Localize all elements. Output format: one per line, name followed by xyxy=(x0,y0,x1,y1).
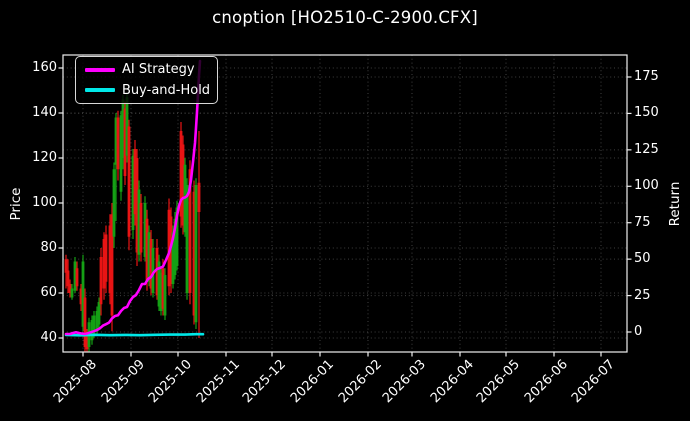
candle-body xyxy=(112,169,116,237)
return-tick-label: 125 xyxy=(634,141,659,157)
price-tick-label: 140 xyxy=(32,105,57,120)
candle-body xyxy=(147,232,151,282)
buy-and-hold-line-icon xyxy=(85,88,115,92)
candle-body xyxy=(157,261,161,307)
ai-strategy-legend-label: AI Strategy xyxy=(122,62,195,78)
candle-body xyxy=(139,203,143,253)
candle-body xyxy=(68,284,72,293)
candle-body xyxy=(197,182,201,212)
price-tick-label: 60 xyxy=(40,285,57,300)
candle-body xyxy=(104,234,108,282)
candle-body xyxy=(92,315,96,334)
candle-body xyxy=(127,126,131,237)
candle-body xyxy=(75,268,79,287)
candle-body xyxy=(135,158,139,253)
candle-body xyxy=(163,275,167,316)
candle-body xyxy=(194,185,198,323)
legend-row-ai-strategy: AI Strategy xyxy=(85,62,217,77)
candle-body xyxy=(97,302,101,325)
return-tick-label: 0 xyxy=(634,324,643,339)
candle-body xyxy=(99,257,103,305)
candle-body xyxy=(188,169,192,293)
candle-body xyxy=(114,117,118,165)
candle-body xyxy=(90,320,94,341)
candle-body xyxy=(119,115,123,192)
price-tick-label: 80 xyxy=(40,240,57,255)
candle-body xyxy=(159,272,163,311)
candle-body xyxy=(192,191,196,316)
candle-body xyxy=(151,248,155,293)
candle-body xyxy=(171,232,175,284)
price-tick-label: 120 xyxy=(32,150,57,165)
candle-body xyxy=(161,268,165,309)
candle-body xyxy=(123,108,127,176)
return-tick-label: 25 xyxy=(634,287,651,303)
candle-body xyxy=(81,261,85,327)
candle-body xyxy=(83,297,87,347)
chart-title: cnoption [HO2510-C-2900.CFX] xyxy=(212,8,478,27)
return-tick-label: 100 xyxy=(634,178,659,194)
return-tick-label: 150 xyxy=(634,105,659,121)
candle-body xyxy=(149,239,153,289)
return-tick-label: 175 xyxy=(634,69,659,84)
candle-body xyxy=(102,239,106,289)
candle-body xyxy=(66,270,70,287)
candle-body xyxy=(125,97,129,156)
candle-body xyxy=(85,333,89,350)
price-tick-label: 160 xyxy=(32,60,57,75)
return-tick-label: 75 xyxy=(634,214,651,230)
candle-body xyxy=(145,218,149,282)
candle-body xyxy=(133,149,137,215)
ai-strategy-line-icon xyxy=(85,68,115,72)
candle-body xyxy=(185,185,189,293)
candle-body xyxy=(108,225,112,293)
candle-body xyxy=(121,99,125,158)
candle-body xyxy=(167,209,171,287)
legend: AI Strategy Buy-and-Hold xyxy=(75,56,218,104)
price-tick-label: 100 xyxy=(32,195,57,210)
candle-body xyxy=(64,259,68,273)
return-tick-label: 50 xyxy=(634,251,651,267)
candle-body xyxy=(175,207,179,266)
candle-body xyxy=(181,144,185,226)
candle-body xyxy=(79,288,83,305)
buy-and-hold-line xyxy=(64,332,205,337)
candle-body xyxy=(173,218,177,275)
candle-body xyxy=(155,248,159,296)
candle-body xyxy=(73,261,77,291)
buy-and-hold-legend-label: Buy-and-Hold xyxy=(122,82,211,98)
price-tick-label: 40 xyxy=(40,330,57,345)
candle-body xyxy=(110,214,114,316)
ai-strategy-line xyxy=(64,59,202,336)
candle-body xyxy=(179,131,183,217)
candles-group xyxy=(64,92,201,352)
candle-body xyxy=(116,117,120,170)
legend-row-buy-and-hold: Buy-and-Hold xyxy=(85,83,217,98)
candle-body xyxy=(95,311,99,332)
candle-body xyxy=(143,203,147,257)
candle-body xyxy=(70,288,74,298)
candle-body xyxy=(131,155,135,230)
candle-body xyxy=(137,189,141,255)
